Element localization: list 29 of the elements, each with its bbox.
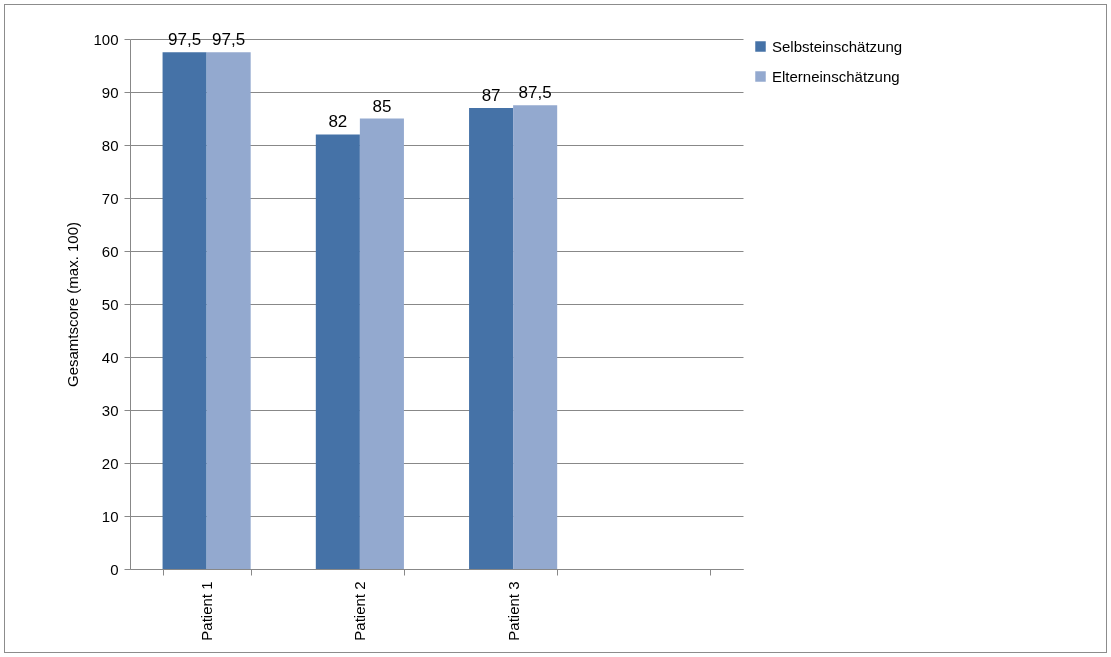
- data-label: 87,5: [518, 83, 552, 103]
- data-label: 97,5: [212, 30, 246, 50]
- bar: [469, 107, 514, 569]
- data-label: 82: [328, 112, 348, 132]
- y-tick-label: 0: [110, 560, 119, 578]
- y-tick-label: 90: [101, 83, 119, 101]
- bar: [206, 52, 251, 569]
- legend-label: Selbsteinschätzung: [772, 37, 903, 55]
- y-tick-label: 70: [101, 189, 119, 207]
- y-tick-label: 60: [101, 242, 119, 260]
- y-tick-label: 10: [101, 507, 119, 525]
- y-tick-label: 20: [101, 454, 119, 472]
- bar: [162, 52, 207, 569]
- y-tick-label: 80: [101, 136, 119, 154]
- y-tick-label: 40: [101, 348, 119, 366]
- y-axis-title: Gesamtscore (max. 100): [64, 221, 82, 388]
- bar: [359, 118, 404, 569]
- legend-label: Elterneinschätzung: [772, 67, 900, 85]
- bar: [513, 105, 558, 569]
- x-tick-label: Patient 3: [504, 581, 522, 641]
- data-label: 85: [372, 96, 392, 116]
- y-tick-label: 50: [101, 295, 119, 313]
- x-tick-label: Patient 2: [351, 581, 369, 641]
- bar: [315, 134, 360, 569]
- data-label: 97,5: [168, 30, 202, 50]
- x-tick-label: Patient 1: [198, 581, 216, 641]
- data-label: 87: [481, 85, 501, 105]
- y-tick-label: 30: [101, 401, 119, 419]
- y-tick-label: 100: [93, 30, 119, 48]
